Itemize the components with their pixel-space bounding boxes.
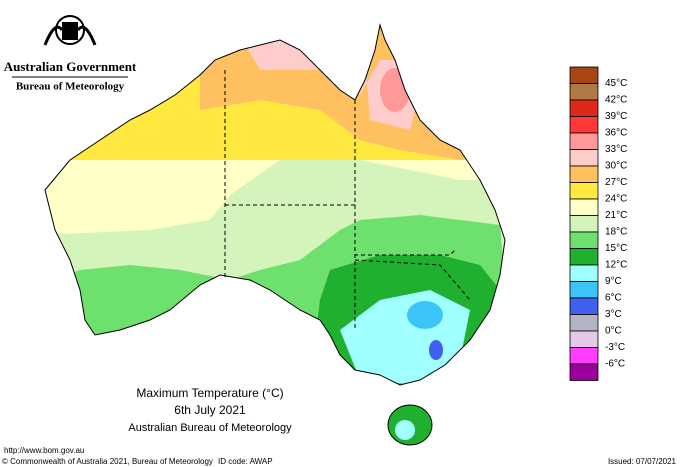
legend-swatch	[569, 165, 599, 183]
legend-label: -3°C	[605, 342, 625, 353]
legend-swatch	[569, 149, 599, 167]
legend-label: 42°C	[605, 95, 627, 106]
coastline	[44, 23, 506, 386]
legend-label: 39°C	[605, 111, 627, 122]
legend-swatch	[569, 198, 599, 216]
legend-label: 9°C	[605, 276, 622, 287]
legend-swatch	[569, 116, 599, 134]
state-borders	[224, 70, 471, 330]
legend-label: -6°C	[605, 359, 625, 370]
legend-label: 45°C	[605, 78, 627, 89]
legend-label: 0°C	[605, 326, 622, 337]
legend-label: 36°C	[605, 128, 627, 139]
legend-swatch	[569, 248, 599, 266]
legend-swatch	[569, 132, 599, 150]
legend-swatch	[569, 231, 599, 249]
bureau: Bureau of Meteorology	[16, 81, 125, 93]
legend-swatch	[569, 347, 599, 365]
legend-swatch	[569, 264, 599, 282]
legend-swatch	[569, 297, 599, 315]
legend-label: 18°C	[605, 227, 627, 238]
id-code: ID code: AWAP	[218, 457, 273, 466]
legend-swatch	[569, 281, 599, 299]
legend-swatch	[569, 99, 599, 117]
map-date: 6th July 2021	[174, 403, 246, 417]
legend-swatch	[569, 314, 599, 332]
legend-swatch	[569, 66, 599, 84]
legend-label: 30°C	[605, 161, 627, 172]
legend-label: 21°C	[605, 210, 627, 221]
map-title: Maximum Temperature (°C)	[136, 386, 283, 400]
legend-swatch	[569, 330, 599, 348]
legend-swatch	[569, 182, 599, 200]
legend-label: 33°C	[605, 144, 627, 155]
legend-label: 6°C	[605, 293, 622, 304]
url: http://www.bom.gov.au	[4, 446, 84, 455]
legend-label: 27°C	[605, 177, 627, 188]
legend-swatch	[569, 363, 599, 381]
map-source: Australian Bureau of Meteorology	[128, 422, 292, 434]
legend-label: 15°C	[605, 243, 627, 254]
legend-label: 3°C	[605, 309, 622, 320]
legend-swatch	[569, 83, 599, 101]
copyright: © Commonwealth of Australia 2021, Bureau…	[2, 457, 213, 466]
issued: Issued: 07/07/2021	[608, 457, 677, 466]
tasmania-coast	[387, 404, 433, 446]
legend-swatch	[569, 215, 599, 233]
legend: 45°C 42°C 39°C 36°C 33°C 30°C 27°C 24°C 21°C 18°C…	[569, 66, 627, 381]
crest	[43, 15, 97, 46]
legend-label: 12°C	[605, 260, 627, 271]
agency: Australian Government	[4, 59, 137, 74]
legend-label: 24°C	[605, 194, 627, 205]
